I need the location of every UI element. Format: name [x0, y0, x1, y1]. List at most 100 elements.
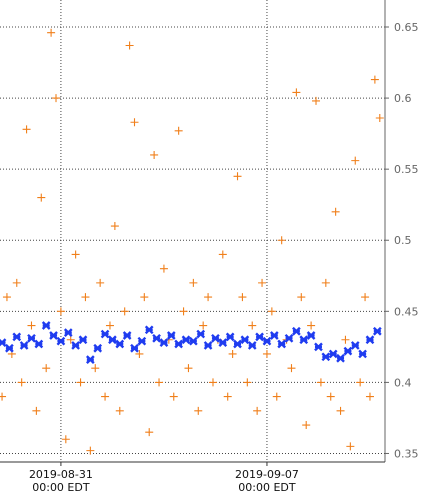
point: [66, 335, 75, 344]
point: [47, 28, 56, 37]
point: [370, 75, 379, 84]
point: [307, 321, 316, 330]
point: [108, 335, 117, 345]
point: [122, 331, 132, 340]
point: [144, 325, 154, 335]
point: [135, 349, 144, 358]
point: [233, 172, 242, 181]
point: [71, 341, 80, 350]
point: [299, 335, 309, 345]
point: [255, 332, 264, 342]
x-tick-label: 2019-08-31 00:00 EDT: [29, 468, 93, 494]
point: [211, 333, 220, 343]
point: [174, 126, 183, 135]
point: [375, 113, 384, 122]
y-tick-label: 0.4: [394, 376, 412, 389]
y-tick-label: 0.45: [394, 305, 419, 318]
point: [86, 446, 95, 455]
point: [2, 293, 11, 302]
point: [233, 339, 242, 349]
point: [240, 335, 250, 345]
point: [27, 321, 36, 330]
point: [91, 364, 100, 373]
point: [137, 336, 147, 346]
point: [61, 435, 70, 444]
point: [243, 378, 252, 387]
point: [166, 331, 176, 340]
point: [361, 293, 370, 302]
point: [49, 331, 58, 340]
point: [341, 335, 350, 344]
point: [150, 150, 159, 159]
point: [292, 88, 301, 97]
point: [22, 125, 31, 134]
point: [155, 378, 164, 387]
point: [52, 94, 61, 103]
point: [351, 156, 360, 165]
point: [130, 118, 139, 127]
point: [19, 341, 29, 350]
point: [336, 353, 345, 363]
point: [174, 339, 183, 349]
point: [277, 339, 287, 349]
point: [204, 293, 213, 302]
point: [105, 321, 114, 330]
point: [358, 349, 367, 359]
point: [169, 392, 178, 401]
point: [56, 336, 66, 346]
point: [306, 331, 316, 340]
point: [223, 392, 232, 401]
point: [159, 264, 168, 273]
point: [269, 331, 279, 340]
point: [56, 307, 65, 316]
point: [42, 364, 51, 373]
point: [238, 293, 247, 302]
point: [179, 307, 188, 316]
point: [93, 343, 103, 353]
x-tick-label: 2019-09-07 00:00 EDT: [235, 468, 299, 494]
point: [81, 293, 90, 302]
point: [218, 338, 228, 347]
point: [248, 321, 257, 330]
point: [125, 41, 134, 50]
point: [34, 339, 44, 349]
point: [181, 335, 191, 345]
point: [0, 392, 7, 401]
point: [287, 364, 296, 373]
point: [152, 333, 161, 343]
point: [225, 332, 235, 342]
point: [27, 333, 36, 343]
point: [140, 293, 149, 302]
point: [321, 352, 331, 362]
point: [343, 346, 353, 356]
point: [218, 250, 227, 259]
point: [12, 332, 22, 342]
y-tick-label: 0.65: [394, 21, 419, 34]
y-tick-label: 0.6: [394, 92, 412, 105]
point: [32, 406, 41, 415]
point: [159, 338, 169, 347]
point: [71, 250, 80, 259]
y-tick-label: 0.55: [394, 163, 419, 176]
point: [262, 349, 271, 358]
point: [292, 326, 301, 336]
point: [76, 378, 85, 387]
point: [85, 355, 95, 364]
point: [100, 329, 110, 339]
point: [208, 378, 217, 387]
point: [96, 278, 105, 287]
point: [365, 392, 374, 401]
point: [331, 207, 340, 216]
point: [115, 406, 124, 415]
point: [5, 343, 14, 353]
series-raw: [0, 28, 384, 455]
point: [267, 307, 276, 316]
point: [346, 442, 355, 451]
point: [0, 338, 7, 347]
point: [228, 349, 237, 358]
point: [101, 392, 110, 401]
point: [196, 329, 206, 339]
point: [115, 339, 125, 349]
point: [199, 321, 208, 330]
point: [312, 96, 321, 105]
